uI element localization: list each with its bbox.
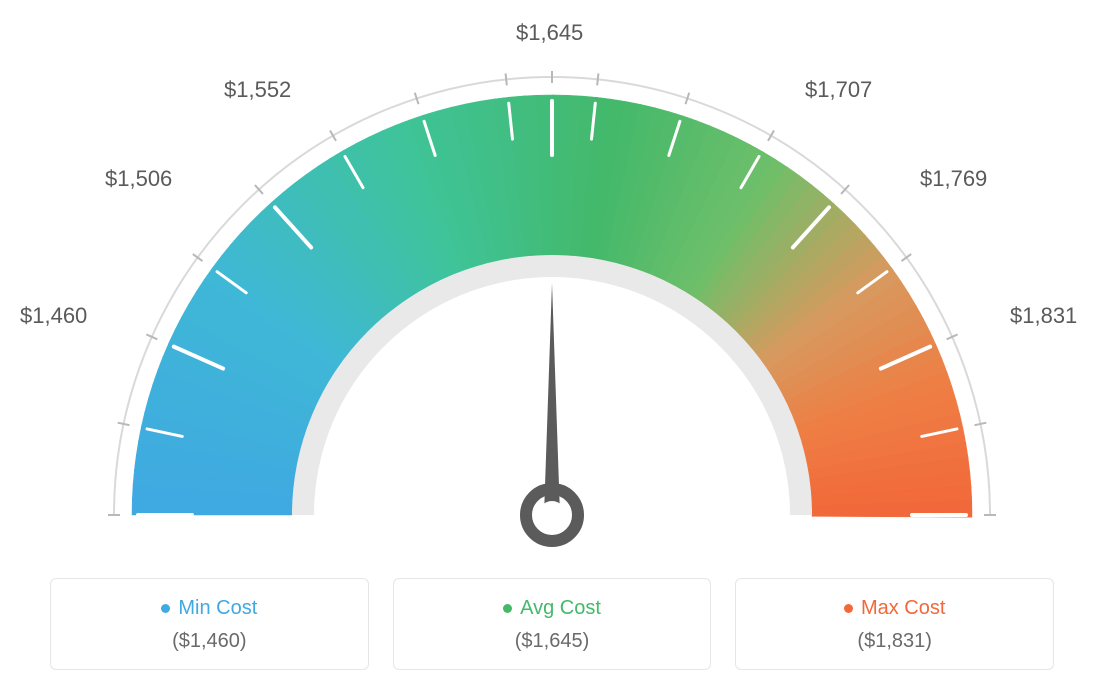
scale-label: $1,831 [1010,303,1077,329]
min-cost-title: Min Cost [161,597,257,620]
scale-label: $1,707 [805,77,872,103]
gauge-chart: $1,460 $1,506 $1,552 $1,645 $1,707 $1,769 $1,8… [0,0,1104,560]
scale-label: $1,645 [516,20,583,46]
max-cost-value: ($1,831) [746,630,1043,653]
min-cost-card: Min Cost ($1,460) [50,578,369,670]
scale-label: $1,460 [20,303,87,329]
avg-cost-value: ($1,645) [404,630,701,653]
scale-label: $1,552 [224,77,291,103]
min-cost-value: ($1,460) [61,630,358,653]
max-cost-title: Max Cost [844,597,945,620]
min-dot-icon [161,604,170,613]
min-cost-label: Min Cost [178,597,257,620]
scale-label: $1,506 [105,166,172,192]
summary-cards: Min Cost ($1,460) Avg Cost ($1,645) Max … [50,578,1054,670]
max-cost-card: Max Cost ($1,831) [735,578,1054,670]
max-dot-icon [844,604,853,613]
scale-label: $1,769 [920,166,987,192]
max-cost-label: Max Cost [861,597,945,620]
avg-cost-card: Avg Cost ($1,645) [393,578,712,670]
gauge-needle [544,283,560,515]
gauge-svg [82,40,1022,570]
avg-dot-icon [503,604,512,613]
avg-cost-title: Avg Cost [503,597,601,620]
avg-cost-label: Avg Cost [520,597,601,620]
